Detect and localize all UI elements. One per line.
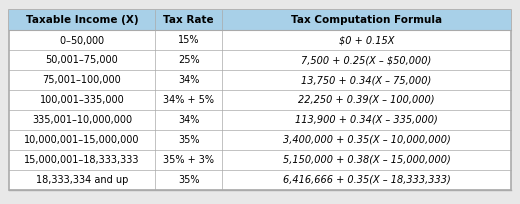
Text: 35%: 35% (178, 175, 199, 185)
Text: 113,900 + 0.34(X – 335,000): 113,900 + 0.34(X – 335,000) (295, 115, 438, 125)
Text: Tax Computation Formula: Tax Computation Formula (291, 15, 442, 25)
Text: Tax Rate: Tax Rate (163, 15, 214, 25)
Text: 10,000,001–15,000,000: 10,000,001–15,000,000 (24, 135, 140, 145)
Text: 34%: 34% (178, 75, 199, 85)
Text: 35% + 3%: 35% + 3% (163, 155, 214, 165)
Text: 100,001–335,000: 100,001–335,000 (40, 95, 124, 105)
Text: 22,250 + 0.39(X – 100,000): 22,250 + 0.39(X – 100,000) (298, 95, 435, 105)
Text: 34% + 5%: 34% + 5% (163, 95, 214, 105)
Text: 34%: 34% (178, 115, 199, 125)
Bar (9, 10, 511, 30)
Text: $0–$50,000: $0–$50,000 (59, 34, 105, 47)
Text: 18,333,334 and up: 18,333,334 and up (36, 175, 128, 185)
Text: 50,001–75,000: 50,001–75,000 (46, 55, 119, 65)
Text: 15,000,001–18,333,333: 15,000,001–18,333,333 (24, 155, 140, 165)
Text: 335,001–10,000,000: 335,001–10,000,000 (32, 115, 132, 125)
Text: 25%: 25% (178, 55, 199, 65)
Text: 7,500 + 0.25(X – $50,000): 7,500 + 0.25(X – $50,000) (302, 55, 432, 65)
Bar (9, 10, 511, 190)
Text: 35%: 35% (178, 135, 199, 145)
Text: 6,416,666 + 0.35(X – 18,333,333): 6,416,666 + 0.35(X – 18,333,333) (283, 175, 450, 185)
Text: 75,001–100,000: 75,001–100,000 (43, 75, 122, 85)
Text: 13,750 + 0.34(X – 75,000): 13,750 + 0.34(X – 75,000) (302, 75, 432, 85)
Text: $0 + 0.15X: $0 + 0.15X (339, 35, 394, 45)
Text: 15%: 15% (178, 35, 199, 45)
Text: Taxable Income (X): Taxable Income (X) (25, 15, 138, 25)
Text: 3,400,000 + 0.35(X – 10,000,000): 3,400,000 + 0.35(X – 10,000,000) (283, 135, 450, 145)
Text: 5,150,000 + 0.38(X – 15,000,000): 5,150,000 + 0.38(X – 15,000,000) (283, 155, 450, 165)
